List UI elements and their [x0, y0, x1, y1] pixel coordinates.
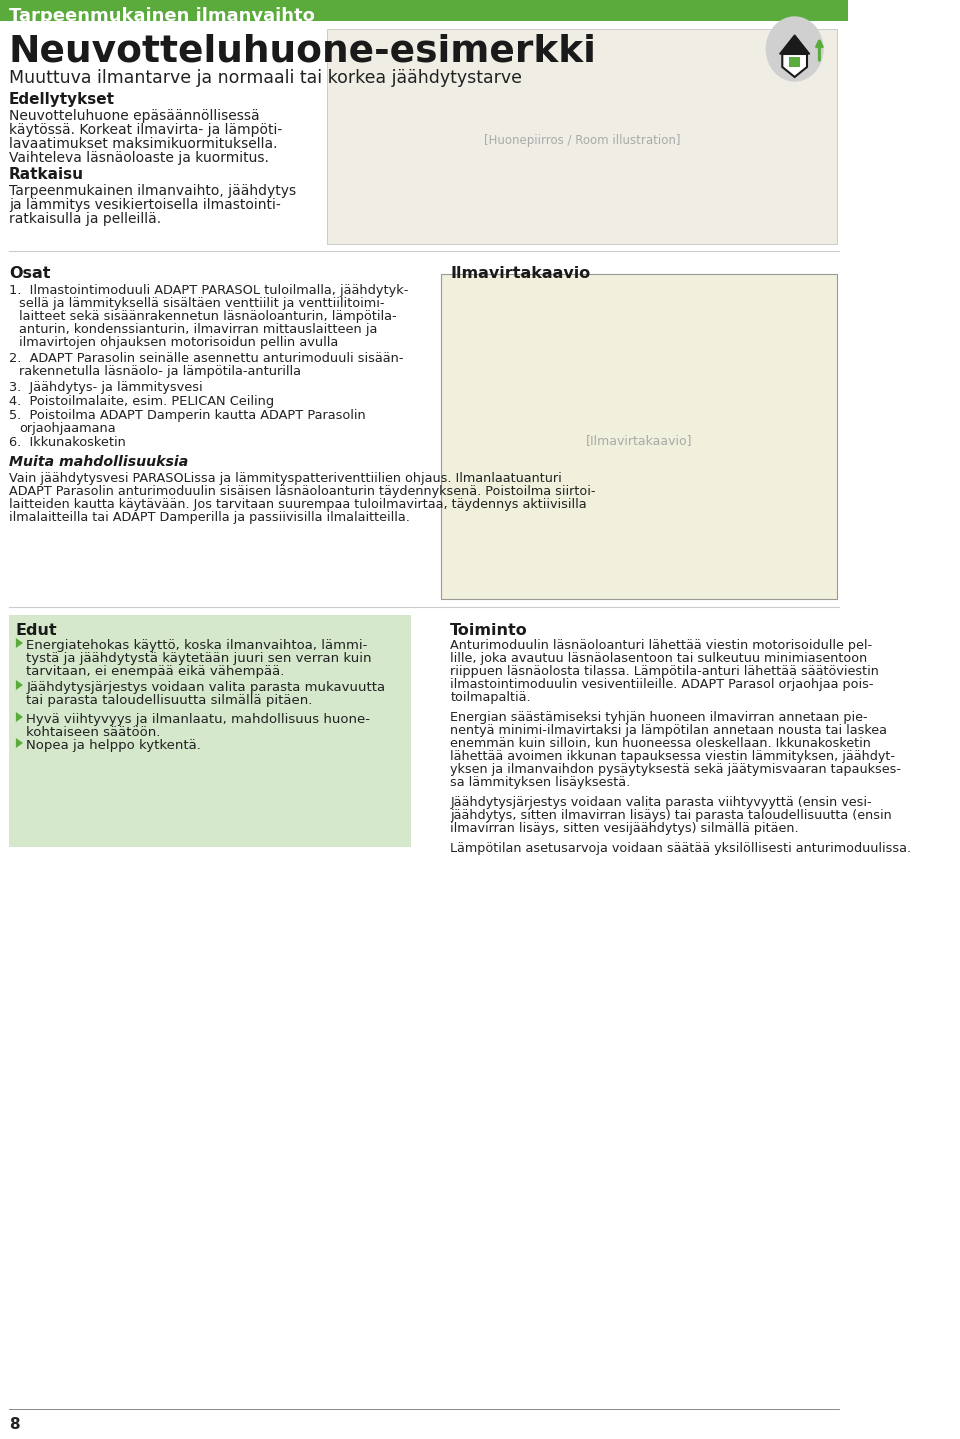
Text: Vaihteleva läsnäoloaste ja kuormitus.: Vaihteleva läsnäoloaste ja kuormitus.	[9, 151, 269, 165]
Text: lähettää avoimen ikkunan tapauksessa viestin lämmityksen, jäähdyt-: lähettää avoimen ikkunan tapauksessa vie…	[450, 750, 896, 763]
Text: jäähdytys, sitten ilmavirran lisäys) tai parasta taloudellisuutta (ensin: jäähdytys, sitten ilmavirran lisäys) tai…	[450, 809, 892, 822]
Text: ilmalaitteilla tai ADAPT Damperilla ja passiivisilla ilmalaitteilla.: ilmalaitteilla tai ADAPT Damperilla ja p…	[9, 511, 410, 524]
Text: laitteiden kautta käytävään. Jos tarvitaan suurempaa tuloilmavirtaa, täydennys a: laitteiden kautta käytävään. Jos tarvita…	[9, 498, 587, 511]
Text: ilmavirtojen ohjauksen motorisoidun pellin avulla: ilmavirtojen ohjauksen motorisoidun pell…	[19, 335, 339, 350]
Text: Muuttuva ilmantarve ja normaali tai korkea jäähdytystarve: Muuttuva ilmantarve ja normaali tai kork…	[9, 69, 522, 86]
Text: [Huonepiirros / Room illustration]: [Huonepiirros / Room illustration]	[484, 134, 680, 147]
Text: kohtaiseen säätöön.: kohtaiseen säätöön.	[27, 727, 161, 740]
Text: Osat: Osat	[9, 266, 50, 281]
Text: Ilmavirtakaavio: Ilmavirtakaavio	[450, 266, 590, 281]
Text: Tarpeenmukainen ilmanvaihto, jäähdytys: Tarpeenmukainen ilmanvaihto, jäähdytys	[9, 184, 296, 199]
Text: sellä ja lämmityksellä sisältäen venttiilit ja venttiilitoimi-: sellä ja lämmityksellä sisältäen venttii…	[19, 296, 385, 309]
Text: Toiminto: Toiminto	[450, 623, 528, 637]
Text: Lämpötilan asetusarvoja voidaan säätää yksilöllisesti anturimoduulissa.: Lämpötilan asetusarvoja voidaan säätää y…	[450, 842, 911, 855]
Text: nentyä minimi-ilmavirtaksi ja lämpötilan annetaan nousta tai laskea: nentyä minimi-ilmavirtaksi ja lämpötilan…	[450, 724, 887, 737]
FancyBboxPatch shape	[789, 58, 800, 68]
Text: Nopea ja helppo kytkentä.: Nopea ja helppo kytkentä.	[27, 740, 202, 753]
Text: 1.  Ilmastointimoduuli ADAPT PARASOL tuloilmalla, jäähdytyk-: 1. Ilmastointimoduuli ADAPT PARASOL tulo…	[9, 283, 408, 296]
Polygon shape	[16, 712, 23, 722]
Text: Ratkaisu: Ratkaisu	[9, 167, 84, 181]
Text: ja lämmitys vesikiertoisella ilmastointi-: ja lämmitys vesikiertoisella ilmastointi…	[9, 199, 280, 212]
Text: Neuvotteluhuone-esimerkki: Neuvotteluhuone-esimerkki	[9, 35, 597, 71]
Text: Anturimoduulin läsnäoloanturi lähettää viestin motorisoidulle pel-: Anturimoduulin läsnäoloanturi lähettää v…	[450, 639, 873, 652]
FancyBboxPatch shape	[442, 273, 837, 599]
Text: rakennetulla läsnäolo- ja lämpötila-anturilla: rakennetulla läsnäolo- ja lämpötila-antu…	[19, 366, 301, 378]
Text: Hyvä viihtyvyys ja ilmanlaatu, mahdollisuus huone-: Hyvä viihtyvyys ja ilmanlaatu, mahdollis…	[27, 712, 371, 727]
Text: ilmastointimoduulin vesiventiileille. ADAPT Parasol orjaohjaa pois-: ilmastointimoduulin vesiventiileille. AD…	[450, 678, 874, 691]
Text: ilmavirran lisäys, sitten vesijäähdytys) silmällä pitäen.: ilmavirran lisäys, sitten vesijäähdytys)…	[450, 822, 799, 835]
Polygon shape	[16, 637, 23, 648]
Text: ADAPT Parasolin anturimoduulin sisäisen läsnäoloanturin täydennyksenä. Poistoilm: ADAPT Parasolin anturimoduulin sisäisen …	[9, 485, 595, 498]
Polygon shape	[780, 35, 809, 55]
Text: lille, joka avautuu läsnäolasentoon tai sulkeutuu minimiasentoon: lille, joka avautuu läsnäolasentoon tai …	[450, 652, 868, 665]
Text: käytössä. Korkeat ilmavirta- ja lämpöti-: käytössä. Korkeat ilmavirta- ja lämpöti-	[9, 122, 282, 137]
Text: 8: 8	[9, 1417, 19, 1432]
FancyBboxPatch shape	[0, 0, 848, 22]
Text: yksen ja ilmanvaihdon pysäytyksestä sekä jäätymisvaaran tapaukses-: yksen ja ilmanvaihdon pysäytyksestä sekä…	[450, 763, 901, 776]
Text: tystä ja jäähdytystä käytetään juuri sen verran kuin: tystä ja jäähdytystä käytetään juuri sen…	[27, 652, 372, 665]
Text: Edut: Edut	[16, 623, 58, 637]
Text: enemmän kuin silloin, kun huoneessa oleskellaan. Ikkunakosketin: enemmän kuin silloin, kun huoneessa oles…	[450, 737, 871, 750]
Text: [Ilmavirtakaavio]: [Ilmavirtakaavio]	[586, 435, 692, 448]
Text: Neuvotteluhuone epäsäännöllisessä: Neuvotteluhuone epäsäännöllisessä	[9, 109, 259, 122]
Text: Tarpeenmukainen ilmanvaihto: Tarpeenmukainen ilmanvaihto	[9, 7, 315, 24]
Text: 2.  ADAPT Parasolin seinälle asennettu anturimoduuli sisään-: 2. ADAPT Parasolin seinälle asennettu an…	[9, 353, 403, 366]
Text: Energiatehokas käyttö, koska ilmanvaihtoa, lämmi-: Energiatehokas käyttö, koska ilmanvaihto…	[27, 639, 368, 652]
Text: riippuen läsnäolosta tilassa. Lämpötila-anturi lähettää säätöviestin: riippuen läsnäolosta tilassa. Lämpötila-…	[450, 665, 879, 678]
Text: ratkaisulla ja pelleillä.: ratkaisulla ja pelleillä.	[9, 212, 161, 226]
Polygon shape	[16, 681, 23, 689]
Text: 3.  Jäähdytys- ja lämmitysvesi: 3. Jäähdytys- ja lämmitysvesi	[9, 381, 203, 394]
Polygon shape	[16, 738, 23, 748]
Text: tarvitaan, ei enempää eikä vähempää.: tarvitaan, ei enempää eikä vähempää.	[27, 665, 285, 678]
Text: sa lämmityksen lisäyksestä.: sa lämmityksen lisäyksestä.	[450, 776, 631, 789]
Text: anturin, kondenssianturin, ilmavirran mittauslaitteen ja: anturin, kondenssianturin, ilmavirran mi…	[19, 322, 378, 335]
Text: Edellytykset: Edellytykset	[9, 92, 115, 106]
FancyBboxPatch shape	[9, 614, 411, 848]
Text: laitteet sekä sisäänrakennetun läsnäoloanturin, lämpötila-: laitteet sekä sisäänrakennetun läsnäoloa…	[19, 309, 397, 322]
Text: Muita mahdollisuuksia: Muita mahdollisuuksia	[9, 455, 188, 469]
FancyBboxPatch shape	[326, 29, 837, 245]
Text: 6.  Ikkunakosketin: 6. Ikkunakosketin	[9, 436, 126, 449]
Text: 5.  Poistoilma ADAPT Damperin kautta ADAPT Parasolin: 5. Poistoilma ADAPT Damperin kautta ADAP…	[9, 409, 366, 422]
Text: Energian säästämiseksi tyhjän huoneen ilmavirran annetaan pie-: Energian säästämiseksi tyhjän huoneen il…	[450, 711, 868, 724]
Text: tai parasta taloudellisuutta silmällä pitäen.: tai parasta taloudellisuutta silmällä pi…	[27, 694, 313, 707]
Text: orjaohjaamana: orjaohjaamana	[19, 422, 116, 435]
Text: Vain jäähdytysvesi PARASOLissa ja lämmityspatteriventtiilien ohjaus. Ilmanlaatua: Vain jäähdytysvesi PARASOLissa ja lämmit…	[9, 472, 562, 485]
Polygon shape	[782, 55, 807, 78]
Text: Jäähdytysjärjestys voidaan valita parasta mukavuutta: Jäähdytysjärjestys voidaan valita parast…	[27, 681, 386, 694]
Text: toilmapaltiä.: toilmapaltiä.	[450, 691, 531, 704]
Text: lavaatimukset maksimikuormituksella.: lavaatimukset maksimikuormituksella.	[9, 137, 277, 151]
Text: Jäähdytysjärjestys voidaan valita parasta viihtyvyyttä (ensin vesi-: Jäähdytysjärjestys voidaan valita parast…	[450, 796, 872, 809]
Circle shape	[766, 17, 823, 81]
Text: 4.  Poistoilmalaite, esim. PELICAN Ceiling: 4. Poistoilmalaite, esim. PELICAN Ceilin…	[9, 394, 274, 409]
